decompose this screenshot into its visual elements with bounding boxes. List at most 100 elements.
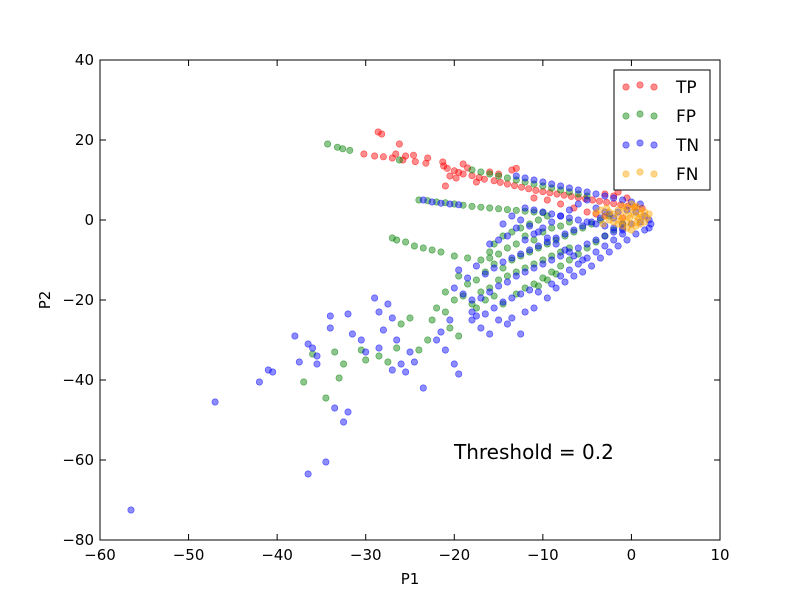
point-fp [477,256,485,264]
point-fp [395,156,403,164]
point-tn [393,336,401,344]
x-tick-label: −60 [84,546,116,564]
point-tn [614,242,622,250]
point-fp [570,228,578,236]
point-tn [579,222,587,230]
point-tn [521,308,529,316]
point-fp [464,280,472,288]
point-tn [557,212,565,220]
point-tn [583,188,591,196]
point-tp [486,168,494,176]
point-tn [455,201,463,209]
point-tn [632,230,640,238]
point-fp [530,180,538,188]
point-tp [472,178,480,186]
point-tn [211,398,219,406]
x-axis-label: P1 [401,570,420,588]
point-tn [384,300,392,308]
point-tn [627,198,635,206]
point-fn [610,218,618,226]
point-fp [339,145,347,153]
point-tn [468,316,476,324]
point-fp [574,190,582,198]
point-fp [499,264,507,272]
point-tn [477,324,485,332]
point-tn [481,270,489,278]
legend-marker-tn [622,141,630,149]
point-fp [557,262,565,270]
point-tn [419,384,427,392]
point-fp [490,292,498,300]
point-fn [645,210,653,218]
point-fp [495,276,503,284]
legend-marker-fp [650,112,658,120]
point-tp [459,160,467,168]
x-tick-label: −40 [261,546,293,564]
point-tn [557,272,565,280]
point-tn [543,234,551,242]
point-fn [601,212,609,220]
legend-label-tp: TP [675,78,697,98]
point-tn [313,352,321,360]
legend-marker-fp [636,110,644,118]
point-tn [455,266,463,274]
legend-box [613,69,711,191]
point-tp [441,182,449,190]
point-tp [424,154,432,162]
point-tn [641,226,649,234]
point-fp [424,336,432,344]
point-tn [539,260,547,268]
point-tn [459,290,467,298]
point-fp [521,232,529,240]
y-axis-label: P2 [36,291,54,310]
point-tn [565,248,573,256]
point-fp [543,212,551,220]
point-tn [517,330,525,338]
point-tn [521,204,529,212]
point-tn [481,310,489,318]
point-fn [636,220,644,228]
point-fp [499,300,507,308]
point-tn [583,254,591,262]
point-fp [441,308,449,316]
point-tp [512,164,520,172]
point-tn [331,404,339,412]
point-fp [565,218,573,226]
point-tp [560,191,568,199]
point-tn [464,274,472,282]
point-fp [534,216,542,224]
point-fp [468,300,476,308]
point-fp [583,192,591,200]
point-tn [472,262,480,270]
point-fp [495,250,503,258]
point-tn [450,360,458,368]
series-tn [127,172,655,514]
point-fp [335,374,343,382]
point-tp [518,183,526,191]
point-tn [499,298,507,306]
point-tp [379,153,387,161]
point-fp [450,296,458,304]
point-tn [304,470,312,478]
point-fp [548,252,556,260]
point-fp [508,228,516,236]
point-tn [539,208,547,216]
point-tn [503,278,511,286]
point-fp [530,280,538,288]
point-fn [592,209,600,217]
point-fp [472,304,480,312]
point-fp [437,248,445,256]
point-tn [269,368,277,376]
point-tn [534,228,542,236]
point-tn [397,360,405,368]
point-fp [481,268,489,276]
point-fn [625,211,633,219]
y-tick-label: 0 [84,211,94,229]
point-fn [605,208,613,216]
point-tn [552,234,560,242]
point-tn [610,228,618,236]
point-tp [388,154,396,162]
point-tn [309,344,317,352]
point-tp [464,164,472,172]
